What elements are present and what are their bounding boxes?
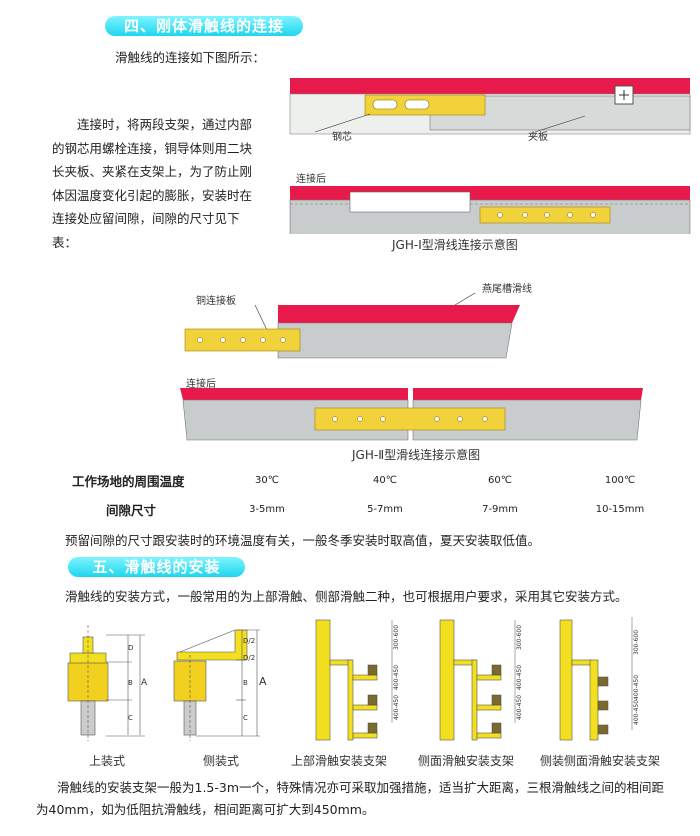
svg-text:400-450: 400-450 bbox=[393, 665, 400, 690]
section-4-note: 预留间隙的尺寸跟安装时的环境温度有关，一般冬季安装时取高值，夏天安装取低值。 bbox=[65, 533, 541, 548]
caption-side-side-bracket: 侧装侧面滑触安装支架 bbox=[540, 754, 661, 768]
table-cell: 10-15mm bbox=[595, 504, 645, 515]
section-4-intro: 滑触线的连接如下图所示： bbox=[115, 50, 266, 65]
dim-D: D bbox=[128, 644, 133, 652]
caption-top-bracket: 上部滑触安装支架 bbox=[291, 754, 388, 768]
jgh1-diagram bbox=[289, 78, 691, 234]
svg-text:400-450: 400-450 bbox=[516, 695, 523, 720]
table-cell: 5-7mm bbox=[367, 504, 403, 515]
label-after-1: 连接后 bbox=[296, 174, 326, 185]
table-cell: 7-9mm bbox=[482, 504, 518, 515]
svg-text:300-600: 300-600 bbox=[516, 625, 523, 650]
jgh1-caption: JGH-Ⅰ型滑线连接示意图 bbox=[392, 238, 518, 252]
section-4-paragraph: 连接时，将两段支架，通过内部的钢芯用螺栓连接，铜导体则用二块长夹板、夹紧在支架上… bbox=[52, 117, 253, 250]
label-clamp: 夹板 bbox=[528, 132, 548, 143]
jgh2-diagram bbox=[180, 292, 643, 441]
svg-text:D/2: D/2 bbox=[243, 654, 255, 662]
label-copper-plate: 铜连接板 bbox=[196, 296, 236, 307]
svg-text:B: B bbox=[128, 679, 133, 687]
caption-side-mount: 侧装式 bbox=[203, 754, 240, 768]
svg-text:300-600: 300-600 bbox=[393, 625, 400, 650]
caption-top-mount: 上装式 bbox=[89, 754, 126, 768]
label-core: 钢芯 bbox=[332, 132, 352, 143]
label-dovetail-rail: 燕尾槽滑线 bbox=[482, 284, 532, 295]
svg-text:400-450: 400-450 bbox=[633, 700, 640, 725]
table-row-label-temp: 工作场地的周围温度 bbox=[72, 474, 185, 489]
section-5-title: 五、滑触线的安装 bbox=[68, 557, 245, 577]
table-cell: 40℃ bbox=[373, 475, 397, 486]
label-after-2: 连接后 bbox=[186, 379, 216, 390]
section-5-paragraph-1: 滑触线的安装支架一般为1.5-3m一个，特殊情况亦可采取加强措施，适当扩大距离，… bbox=[57, 780, 665, 795]
svg-text:400-450: 400-450 bbox=[393, 695, 400, 720]
svg-text:300-600: 300-600 bbox=[633, 630, 640, 655]
section-5-intro: 滑触线的安装方式，一般常用的为上部滑触、侧部滑触二种，也可根据用户要求，采用其它… bbox=[65, 589, 628, 604]
section-4-title: 四、刚体滑触线的连接 bbox=[105, 16, 303, 36]
svg-text:400-450: 400-450 bbox=[633, 675, 640, 700]
svg-text:D/2: D/2 bbox=[243, 637, 255, 645]
svg-text:B: B bbox=[243, 679, 248, 687]
table-cell: 3-5mm bbox=[249, 504, 285, 515]
svg-text:A: A bbox=[141, 678, 148, 688]
svg-text:C: C bbox=[243, 714, 248, 722]
table-cell: 100℃ bbox=[604, 475, 636, 486]
svg-text:A: A bbox=[259, 675, 267, 688]
section-5-paragraph-2: 为40mm，如为低阻抗滑触线，相间距离可扩大到450mm。 bbox=[36, 802, 375, 817]
table-row-label-gap: 间隙尺寸 bbox=[106, 503, 157, 518]
svg-text:400-450: 400-450 bbox=[516, 665, 523, 690]
jgh2-caption: JGH-Ⅱ型滑线连接示意图 bbox=[352, 448, 481, 462]
caption-side-bracket: 侧面滑触安装支架 bbox=[418, 754, 515, 768]
table-cell: 30℃ bbox=[255, 475, 279, 486]
table-cell: 60℃ bbox=[488, 475, 512, 486]
svg-text:C: C bbox=[128, 714, 133, 722]
